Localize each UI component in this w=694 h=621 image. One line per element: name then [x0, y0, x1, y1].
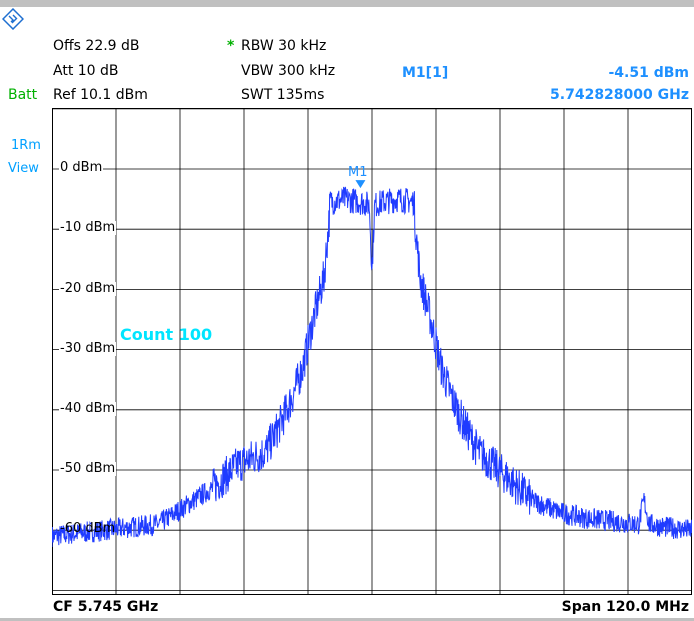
center-frequency: CF 5.745 GHz — [53, 599, 159, 615]
batt-indicator: Batt — [8, 87, 38, 103]
y-tick-label: -30 dBm — [59, 341, 117, 356]
y-tick-label: -60 dBm — [60, 521, 116, 536]
y-tick-label: -10 dBm — [59, 220, 117, 235]
marker-m1-triangle — [355, 180, 366, 189]
marker-frequency: 5.742828000 GHz — [550, 87, 689, 103]
plot-grid — [52, 108, 692, 595]
offset-value: Offs 22.9 dB — [53, 38, 140, 54]
spectrum-plot — [52, 108, 692, 595]
vbw-value: VBW 300 kHz — [241, 63, 336, 79]
trace-mode-label: 1Rm — [11, 138, 41, 153]
marker-level: -4.51 dBm — [608, 65, 689, 81]
sweep-count-label: Count 100 — [120, 325, 213, 344]
top-bar — [0, 0, 694, 7]
reference-level: Ref 10.1 dBm — [53, 87, 148, 103]
marker-name: M1[1] — [402, 65, 449, 81]
y-tick-label: 0 dBm — [59, 160, 104, 175]
y-tick-label: -20 dBm — [59, 281, 117, 296]
y-tick-label: -50 dBm — [59, 461, 117, 476]
bottom-bar — [0, 618, 694, 621]
rohde-schwarz-logo-icon — [2, 8, 24, 30]
rbw-value: RBW 30 kHz — [241, 38, 327, 54]
trace-view-label: View — [8, 161, 39, 176]
spectrum-trace — [52, 186, 692, 548]
attenuation-value: Att 10 dB — [53, 63, 119, 79]
marker-m1-label: M1 — [348, 165, 368, 180]
y-tick-label: -40 dBm — [59, 401, 117, 416]
rbw-coupled-star: * — [227, 38, 235, 54]
sweep-time: SWT 135ms — [241, 87, 325, 103]
frequency-span: Span 120.0 MHz — [561, 599, 689, 615]
